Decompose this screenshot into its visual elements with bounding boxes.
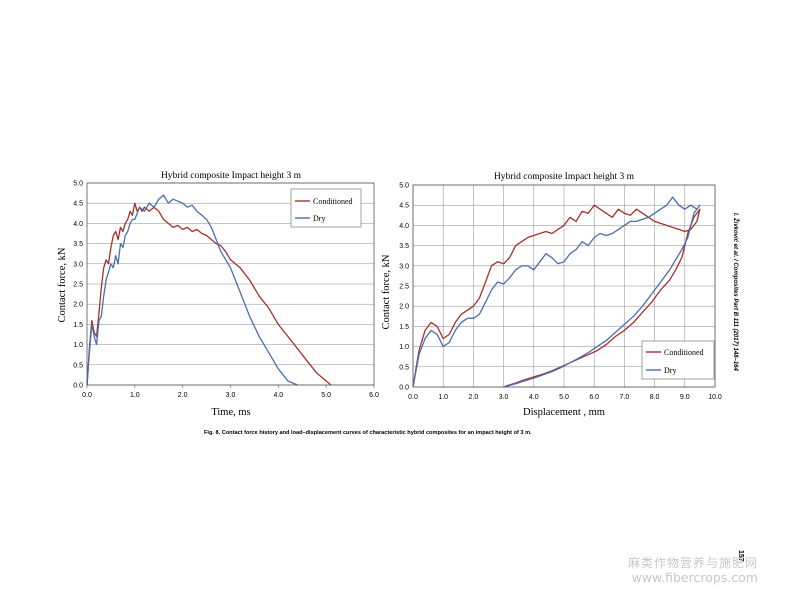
x-tick-label: 5.0	[321, 392, 331, 399]
legend-box	[641, 340, 715, 380]
x-tick-label: 4.0	[529, 394, 539, 401]
x-tick-label: 2.0	[469, 394, 479, 401]
x-tick-label: 0.0	[82, 392, 92, 399]
x-tick-label: 10.0	[708, 394, 722, 401]
legend-label-conditioned: Conditioned	[664, 348, 704, 357]
x-tick-label: 1.0	[438, 394, 448, 401]
x-tick-label: 2.0	[178, 392, 188, 399]
plot-frame	[412, 184, 716, 388]
figure-caption: Fig. 8. Contact force history and load–d…	[204, 430, 532, 436]
y-axis-label: Contact force, kN	[57, 247, 68, 322]
y-tick-label: 4.5	[73, 201, 83, 208]
watermark-line-1: 麻类作物营养与施肥网	[627, 555, 758, 570]
x-tick-labels: 0.0 1.0 2.0 3.0 4.0 5.0 6.0	[82, 392, 379, 399]
x-tick-label: 3.0	[226, 392, 236, 399]
chart-title: Hybrid composite Impact height 3 m	[161, 171, 302, 181]
x-tick-label: 4.0	[273, 392, 283, 399]
time-history-chart: Hybrid composite Impact height 3 m 0.0 1.…	[57, 171, 379, 418]
y-tick-label: 4.5	[399, 203, 409, 210]
chart-title: Hybrid composite Impact height 3 m	[494, 172, 635, 182]
x-tick-label: 6.0	[589, 394, 599, 401]
x-tick-label: 9.0	[680, 394, 690, 401]
y-tick-label: 4.0	[73, 221, 83, 228]
y-tick-label: 2.0	[73, 302, 83, 309]
y-tick-label: 0.0	[399, 385, 409, 392]
series-group	[86, 194, 332, 386]
y-tick-label: 1.5	[399, 324, 409, 331]
y-tick-label: 5.0	[73, 181, 83, 188]
x-tick-label: 6.0	[369, 392, 379, 399]
y-axis-label: Contact force, kN	[381, 254, 392, 329]
load-displacement-chart: Hybrid composite Impact height 3 m 0.0 1.…	[381, 172, 722, 418]
y-tick-label: 3.0	[399, 263, 409, 270]
x-axis-label: Time, ms	[211, 407, 250, 418]
legend-label-dry: Dry	[313, 214, 325, 223]
watermark-line-2: www.fibercrops.com	[631, 569, 758, 585]
y-tick-label: 0.5	[73, 362, 83, 369]
legend-box	[290, 188, 362, 228]
x-tick-label: 0.0	[408, 394, 418, 401]
y-tick-label: 0.0	[73, 383, 83, 390]
series-line-dry	[412, 196, 701, 388]
legend: Conditioned Dry	[290, 188, 362, 228]
y-tick-label: 1.0	[73, 342, 83, 349]
series-line-conditioned	[412, 204, 701, 388]
y-tick-labels: 0.0 0.5 1.0 1.5 2.0 2.5 3.0 3.5 4.0 4.5 5.0	[399, 183, 409, 392]
series-line-conditioned	[86, 202, 332, 386]
x-tick-label: 5.0	[559, 394, 569, 401]
y-tick-label: 1.0	[399, 344, 409, 351]
x-tick-label: 3.0	[499, 394, 509, 401]
series-line-dry	[86, 194, 298, 386]
series-group	[412, 196, 701, 388]
y-tick-label: 1.5	[73, 322, 83, 329]
x-tick-label: 8.0	[650, 394, 660, 401]
legend-label-conditioned: Conditioned	[313, 197, 353, 206]
y-tick-label: 0.5	[399, 364, 409, 371]
x-tick-labels: 0.0 1.0 2.0 3.0 4.0 5.0 6.0 7.0 8.0 9.0 10.0	[408, 394, 722, 401]
plot-frame	[86, 182, 375, 386]
y-tick-label: 3.5	[73, 241, 83, 248]
y-tick-label: 3.5	[399, 243, 409, 250]
legend-label-dry: Dry	[664, 366, 676, 375]
x-tick-label: 1.0	[130, 392, 140, 399]
y-tick-label: 2.0	[399, 304, 409, 311]
legend: Conditioned Dry	[641, 340, 715, 380]
x-tick-label: 7.0	[620, 394, 630, 401]
watermark: 麻类作物营养与施肥网 www.fibercrops.com	[627, 555, 758, 585]
y-tick-label: 2.5	[73, 282, 83, 289]
y-tick-label: 4.0	[399, 223, 409, 230]
running-head: I. Živković et al. / Composites Part B 1…	[732, 213, 738, 371]
y-tick-label: 5.0	[399, 183, 409, 190]
y-tick-label: 3.0	[73, 261, 83, 268]
y-tick-label: 2.5	[399, 284, 409, 291]
y-tick-labels: 0.0 0.5 1.0 1.5 2.0 2.5 3.0 3.5 4.0 4.5 5.0	[73, 181, 83, 390]
x-axis-label: Displacement , mm	[523, 407, 605, 418]
